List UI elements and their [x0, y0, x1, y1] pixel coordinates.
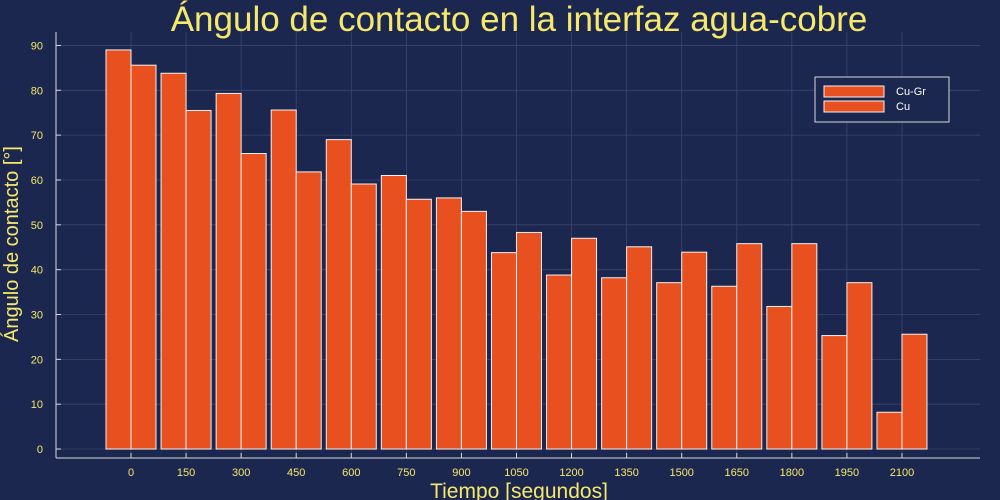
bar-cu-0	[130, 64, 157, 450]
bar-cu-600	[350, 183, 377, 450]
chart-title: Ángulo de contacto en la interfaz agua-c…	[171, 0, 868, 39]
x-tick-label: 600	[342, 467, 360, 479]
y-axis-label: Ángulo de contacto [°]	[0, 146, 23, 342]
x-tick-label: 1200	[559, 467, 583, 479]
x-tick-label: 0	[128, 467, 134, 479]
bar-cu-150	[185, 109, 212, 450]
bar-cu-1950	[846, 282, 873, 450]
y-tick-label: 70	[31, 130, 43, 142]
bars	[105, 49, 928, 450]
y-tick-label: 80	[31, 85, 43, 97]
bar-cu-1350	[626, 246, 653, 450]
legend-label-cu: Cu	[896, 101, 910, 113]
bar-cu-gr-150	[160, 72, 187, 450]
axes	[55, 32, 980, 459]
y-tick-label: 50	[31, 220, 43, 232]
y-tick-label: 20	[31, 354, 43, 366]
bar-cu-gr-1050	[490, 252, 517, 450]
x-tick-label: 300	[232, 467, 250, 479]
bar-cu-gr-1350	[601, 277, 628, 450]
bar-cu-gr-1950	[821, 335, 848, 450]
bar-cu-1200	[571, 237, 598, 450]
bar-cu-900	[460, 210, 487, 450]
y-tick-label: 90	[31, 40, 43, 52]
bar-cu-gr-900	[435, 197, 462, 450]
x-tick-label: 2100	[890, 467, 914, 479]
y-tick-label: 0	[37, 444, 43, 456]
bar-cu-gr-450	[270, 109, 297, 450]
bar-cu-750	[405, 198, 432, 450]
bar-cu-gr-1800	[766, 305, 793, 450]
legend-label-cu-gr: Cu-Gr	[896, 86, 926, 98]
bar-cu-gr-0	[105, 49, 132, 450]
x-tick-label: 450	[287, 467, 305, 479]
y-tick-label: 60	[31, 175, 43, 187]
bar-cu-300	[240, 153, 267, 450]
x-axis-label: Tiempo [segundos]	[430, 480, 608, 500]
legend-swatch-cu	[823, 100, 885, 113]
legend-swatch-cu-gr	[823, 85, 885, 98]
x-tick-label: 900	[452, 467, 470, 479]
x-tick-label: 1500	[669, 467, 693, 479]
bar-cu-1500	[681, 251, 708, 450]
x-tick-label: 150	[177, 467, 195, 479]
legend-box	[814, 76, 950, 123]
x-tick-label: 1050	[504, 467, 528, 479]
bar-cu-gr-2100	[876, 411, 903, 450]
y-tick-label: 10	[31, 399, 43, 411]
legend: Cu-Gr Cu	[814, 76, 950, 123]
bar-cu-gr-600	[325, 139, 352, 450]
x-tick-label: 1350	[614, 467, 638, 479]
bar-cu-1800	[791, 243, 818, 450]
bar-cu-2100	[901, 333, 928, 450]
bar-cu-gr-750	[380, 174, 407, 450]
bar-cu-gr-300	[215, 92, 242, 450]
bar-cu-gr-1500	[656, 282, 683, 450]
x-tick-label: 1950	[835, 467, 859, 479]
x-tick-label: 1650	[725, 467, 749, 479]
y-tick-label: 40	[31, 265, 43, 277]
x-tick-label: 750	[397, 467, 415, 479]
bar-cu-gr-1200	[546, 274, 573, 450]
bar-cu-1050	[515, 231, 542, 450]
bar-cu-1650	[736, 243, 763, 450]
x-tick-label: 1800	[780, 467, 804, 479]
bar-cu-gr-1650	[711, 285, 738, 450]
y-tick-label: 30	[31, 310, 43, 322]
bar-cu-450	[295, 171, 322, 450]
